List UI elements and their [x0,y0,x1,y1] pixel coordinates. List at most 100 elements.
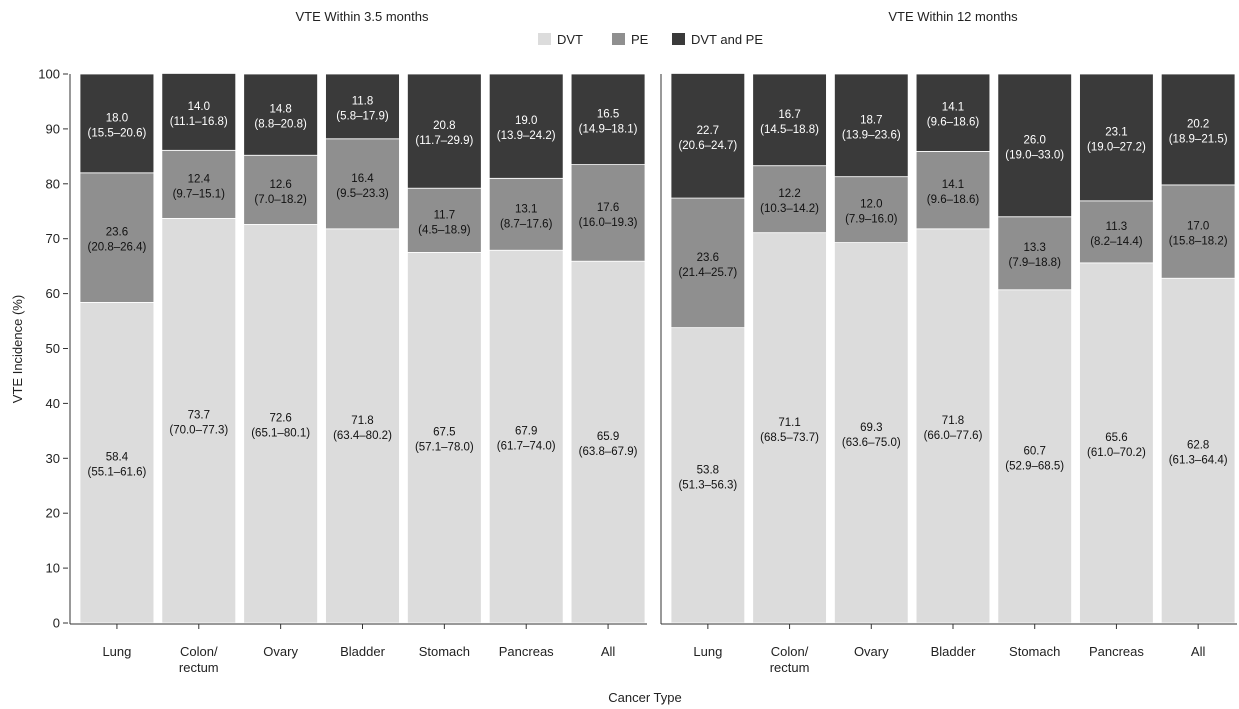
category-label: Pancreas [499,644,554,659]
segment-ci-label: (13.9–23.6) [842,129,901,141]
segment-value-label: 23.6 [697,252,719,264]
panel-12-months: 53.8 (51.3–56.3) 23.6 (21.4–25.7) 22.7 (20.6–… [660,73,1237,675]
legend-swatch-pe [612,33,625,45]
category-label: Ovary [263,644,298,659]
segment-value-label: 14.0 [188,101,210,113]
bar-segment-dvt-and-pe [79,73,155,174]
segment-ci-label: (5.8–17.9) [336,110,389,122]
segment-ci-label: (7.9–16.0) [845,214,898,226]
segment-value-label: 71.1 [778,417,800,429]
segment-ci-label: (68.5–73.7) [760,432,819,444]
segment-ci-label: (15.8–18.2) [1169,236,1228,248]
legend-label-dvt-and-pe: DVT and PE [691,32,763,47]
segment-ci-label: (9.6–18.6) [927,194,980,206]
segment-ci-label: (14.5–18.8) [760,124,819,136]
bar-segment-dvt [325,228,400,624]
category-label: Colon/ [180,644,218,659]
segment-ci-label: (13.9–24.2) [497,130,556,142]
segment-value-label: 58.4 [106,452,129,464]
segment-value-label: 19.0 [515,115,537,127]
category-label: All [601,644,616,659]
category-label: Lung [693,644,722,659]
bar-segment-dvt [1079,262,1154,624]
segment-ci-label: (63.8–67.9) [579,446,638,458]
segment-value-label: 16.5 [597,108,619,120]
segment-ci-label: (8.2–14.4) [1090,236,1143,248]
bar-segment-dvt-and-pe [915,73,991,152]
segment-ci-label: (66.0–77.6) [924,430,983,442]
segment-ci-label: (20.8–26.4) [88,242,147,254]
category-label: Ovary [854,644,889,659]
x-axis-title: Cancer Type [608,690,681,705]
segment-value-label: 23.6 [106,227,128,239]
bar-segment-dvt-and-pe [243,73,318,156]
segment-value-label: 67.9 [515,426,537,438]
bar-segment-dvt [488,249,564,624]
bar-segment-dvt [670,327,746,624]
segment-ci-label: (14.9–18.1) [579,123,638,135]
segment-ci-label: (70.0–77.3) [169,425,228,437]
segment-value-label: 65.9 [597,431,619,443]
segment-value-label: 12.2 [778,188,800,200]
bar-segment-dvt [570,260,646,624]
bar-segment-pe [243,154,318,225]
y-tick-label: 30 [46,451,60,466]
panel-title-3-5-months: VTE Within 3.5 months [296,9,429,24]
category-label: Colon/ [771,644,809,659]
segment-ci-label: (7.0–18.2) [254,194,307,206]
segment-ci-label: (20.6–24.7) [678,140,737,152]
panel-title-12-months: VTE Within 12 months [888,9,1018,24]
bar-segment-dvt-and-pe [407,73,482,189]
y-tick-label: 20 [46,506,60,521]
segment-value-label: 72.6 [269,413,291,425]
bar-segment-pe [1079,200,1154,264]
category-label: Pancreas [1089,644,1144,659]
segment-value-label: 18.7 [860,114,882,126]
segment-ci-label: (18.9–21.5) [1169,133,1228,145]
y-tick-label: 60 [46,286,60,301]
segment-ci-label: (8.8–20.8) [254,119,307,131]
segment-value-label: 16.4 [351,173,374,185]
segment-ci-label: (9.7–15.1) [173,188,226,200]
category-label: Lung [102,644,131,659]
segment-ci-label: (9.5–23.3) [336,188,389,200]
segment-value-label: 13.3 [1024,242,1046,254]
bar-segment-dvt-and-pe [1160,73,1236,186]
category-label: Bladder [931,644,976,659]
segment-value-label: 69.3 [860,422,882,434]
bar-segment-pe [670,197,746,329]
segment-value-label: 71.8 [351,415,373,427]
y-axis-title: VTE Incidence (%) [10,295,25,403]
segment-value-label: 12.0 [860,199,882,211]
category-label: rectum [770,660,810,675]
segment-ci-label: (16.0–19.3) [579,217,638,229]
y-axis: 0 10 20 30 40 50 60 70 80 90 100 [38,67,68,631]
segment-value-label: 60.7 [1024,445,1046,457]
legend-swatch-dvt-and-pe [672,33,685,45]
segment-value-label: 23.1 [1105,126,1127,138]
bar-segment-dvt-and-pe [325,73,400,140]
segment-ci-label: (15.5–20.6) [88,127,147,139]
segment-ci-label: (21.4–25.7) [678,267,737,279]
segment-ci-label: (63.6–75.0) [842,437,901,449]
bar-segment-pe [834,176,909,243]
segment-ci-label: (52.9–68.5) [1005,460,1064,472]
segment-ci-label: (57.1–78.0) [415,442,474,454]
category-label: Stomach [1009,644,1060,659]
bar-segment-dvt [407,252,482,624]
bar-segment-dvt [834,242,909,624]
y-tick-label: 50 [46,341,60,356]
segment-ci-label: (19.0–27.2) [1087,141,1146,153]
bar-segment-pe [161,149,237,219]
category-label: rectum [179,660,219,675]
legend-label-pe: PE [631,32,649,47]
bar-segment-dvt-and-pe [670,73,746,199]
segment-value-label: 20.2 [1187,118,1209,130]
bar-segment-pe [570,164,646,262]
segment-value-label: 17.0 [1187,221,1209,233]
segment-value-label: 11.7 [434,209,456,221]
bar-segment-pe [79,172,155,303]
bar-segment-pe [997,216,1072,291]
legend: DVT PE DVT and PE [538,32,763,47]
segment-ci-label: (9.6–18.6) [927,117,980,129]
